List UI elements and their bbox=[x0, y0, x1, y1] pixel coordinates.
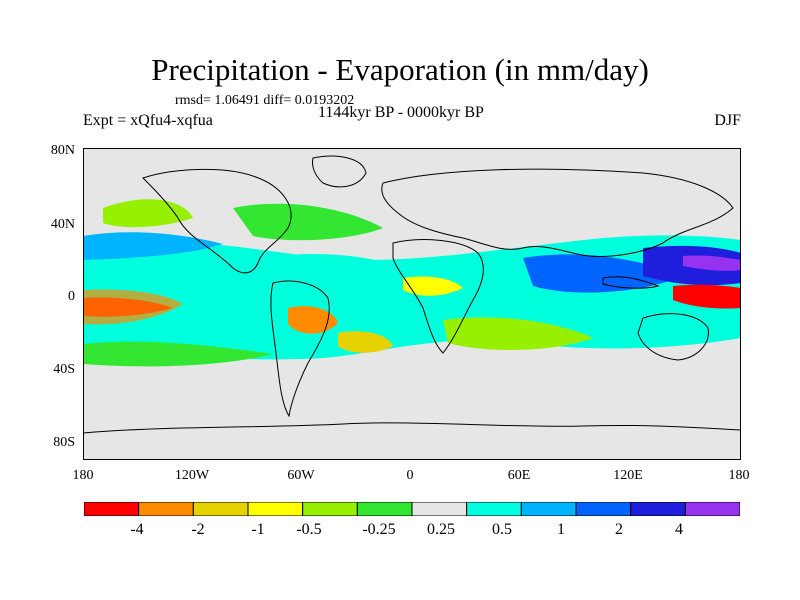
colorbar-swatch bbox=[684, 502, 740, 516]
map-frame bbox=[83, 148, 741, 460]
indonesia-outline bbox=[602, 276, 660, 289]
s-america-orange bbox=[288, 306, 338, 334]
experiment-label: Expt = xQfu4-xqfua bbox=[83, 112, 213, 129]
wp-violet-core bbox=[683, 255, 741, 271]
s-indian-green bbox=[443, 317, 593, 350]
rmsd-diff-stats: rmsd= 1.06491 diff= 0.0193202 bbox=[175, 93, 355, 108]
coastlines bbox=[83, 155, 741, 434]
north-america-outline bbox=[142, 168, 292, 274]
lon-label-60w: 60W bbox=[287, 468, 315, 483]
colorbar-label: 0.25 bbox=[427, 521, 455, 538]
time-period-label: 1144kyr BP - 0000kyr BP bbox=[318, 104, 484, 121]
lon-label-180e: 180 bbox=[728, 468, 750, 483]
eq-atlantic-cyan bbox=[263, 253, 423, 285]
colorbar-swatch bbox=[247, 502, 304, 516]
lat-label-eq: 0 bbox=[68, 289, 75, 304]
lon-label-120e: 120E bbox=[613, 468, 643, 483]
lat-label-40n: 40N bbox=[50, 217, 75, 232]
colorbar-swatch bbox=[520, 502, 577, 516]
colorbar bbox=[84, 502, 740, 516]
antarctica-outline bbox=[83, 422, 741, 434]
colorbar-swatch bbox=[84, 502, 140, 516]
africa-yellow bbox=[403, 276, 463, 296]
colorbar-swatch bbox=[630, 502, 686, 516]
colorbar-label: 4 bbox=[675, 521, 683, 538]
colorbar-swatch bbox=[356, 502, 413, 516]
west-pacific-red bbox=[673, 284, 741, 309]
colorbar-swatch bbox=[192, 502, 249, 516]
n-atlantic-green bbox=[233, 203, 383, 241]
colorbar-label: 1 bbox=[557, 521, 565, 538]
lon-label-180w: 180 bbox=[72, 468, 94, 483]
colorbar-label: -2 bbox=[191, 521, 205, 538]
lon-label-60e: 60E bbox=[507, 468, 531, 483]
precip-evap-map bbox=[83, 148, 741, 460]
s-atlantic-yellow bbox=[338, 331, 393, 353]
colorbar-swatch bbox=[138, 502, 194, 516]
colorbar-swatch bbox=[411, 502, 468, 516]
colorbar-label: -4 bbox=[130, 521, 144, 538]
s-pacific-green bbox=[83, 341, 273, 367]
lat-label-80s: 80S bbox=[53, 435, 75, 450]
lon-label-120w: 120W bbox=[174, 468, 210, 483]
colorbar-label: 0.5 bbox=[492, 521, 512, 538]
anomaly-fields bbox=[83, 199, 741, 367]
n-pacific-blue bbox=[83, 232, 223, 260]
colorbar-swatch bbox=[302, 502, 358, 516]
colorbar-label: -0.25 bbox=[362, 521, 396, 538]
lat-label-40s: 40S bbox=[53, 362, 75, 377]
africa-outline bbox=[392, 239, 484, 354]
south-america-outline bbox=[270, 280, 330, 418]
season-label: DJF bbox=[714, 112, 741, 129]
greenland-outline bbox=[312, 155, 367, 188]
colorbar-swatch bbox=[575, 502, 632, 516]
lon-label-0: 0 bbox=[406, 468, 414, 483]
east-pacific-orange bbox=[83, 289, 183, 325]
colorbar-swatch bbox=[466, 502, 522, 516]
lat-label-80n: 80N bbox=[50, 143, 75, 158]
eurasia-outline bbox=[381, 168, 734, 257]
australia-outline bbox=[637, 313, 709, 361]
colorbar-label: -0.5 bbox=[296, 521, 322, 538]
n-pacific-green bbox=[103, 199, 193, 228]
colorbar-label: 2 bbox=[615, 521, 623, 538]
plot-title: Precipitation - Evaporation (in mm/day) bbox=[151, 52, 649, 87]
colorbar-label: -1 bbox=[251, 521, 265, 538]
